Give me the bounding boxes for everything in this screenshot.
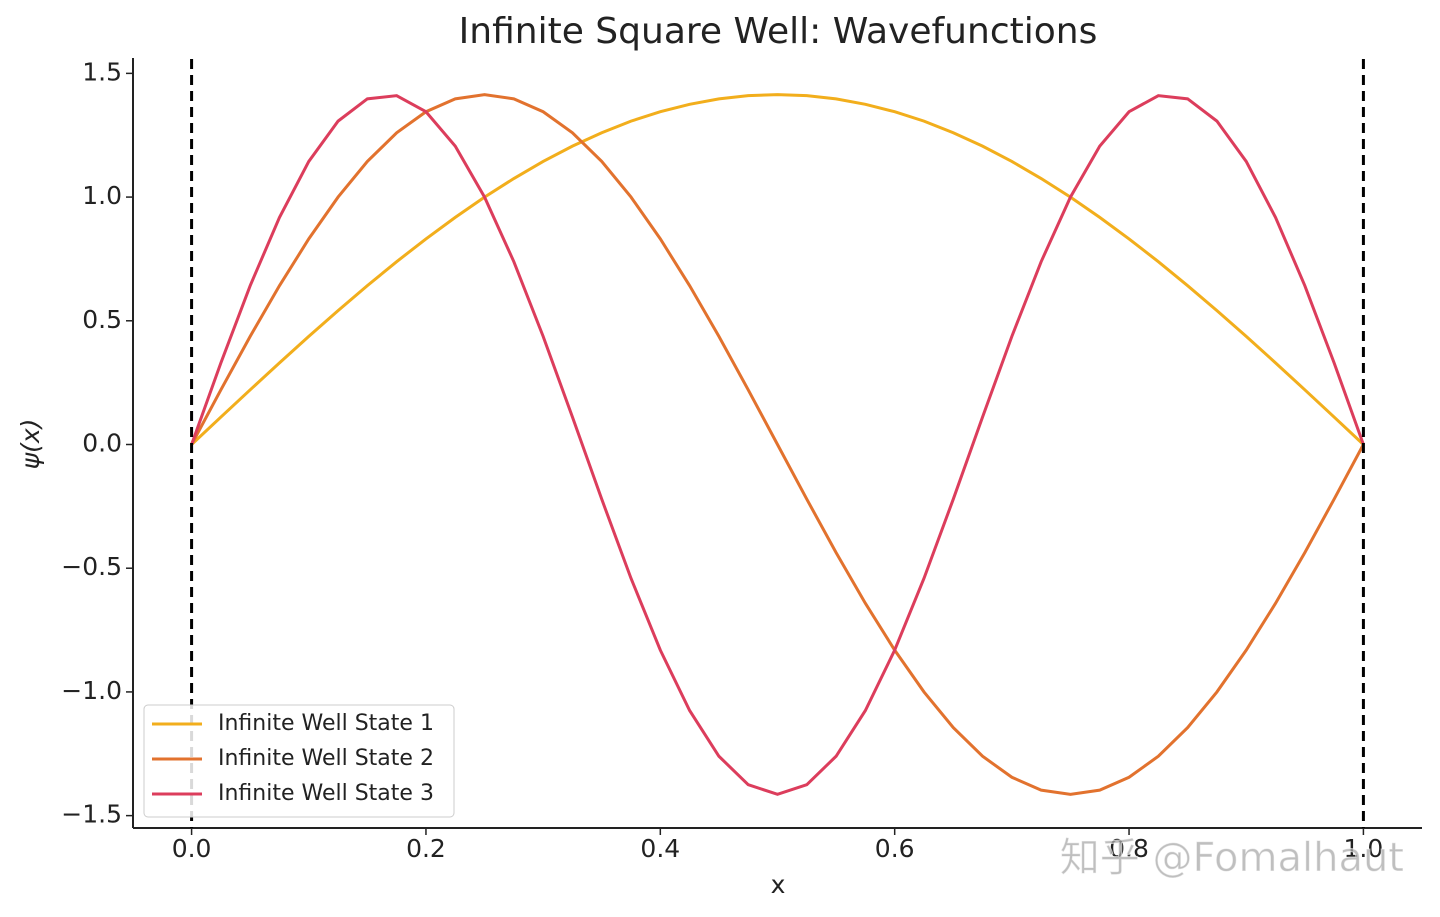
y-tick-label: 1.5 — [82, 57, 122, 86]
series-line — [190, 93, 1365, 796]
x-tick-label: 0.6 — [875, 834, 915, 863]
series-line — [190, 94, 1365, 796]
x-tick-label: 0.0 — [172, 834, 212, 863]
y-axis-label: ψ(x) — [16, 419, 45, 470]
y-tick-label: −1.5 — [61, 800, 122, 829]
legend-box — [143, 704, 455, 818]
legend-label: Infinite Well State 1 — [218, 711, 434, 736]
y-tick-label: 0.5 — [82, 305, 122, 334]
chart-title: Infinite Square Well: Wavefunctions — [459, 11, 1098, 52]
y-tick-label: −0.5 — [61, 552, 122, 581]
x-tick-label: 1.0 — [1344, 834, 1384, 863]
legend-label: Infinite Well State 2 — [218, 746, 434, 771]
x-tick-label: 0.8 — [1109, 834, 1149, 863]
y-tick-label: 1.0 — [82, 181, 122, 210]
x-axis-label: x — [771, 870, 786, 899]
y-tick-label: −1.0 — [61, 676, 122, 705]
legend-label: Infinite Well State 3 — [218, 781, 434, 806]
series-line — [190, 93, 1365, 446]
watermark: 知乎 @Fomalhaut — [1060, 835, 1404, 881]
x-tick-label: 0.4 — [640, 834, 680, 863]
y-tick-label: 0.0 — [82, 429, 122, 458]
x-tick-label: 0.2 — [406, 834, 446, 863]
